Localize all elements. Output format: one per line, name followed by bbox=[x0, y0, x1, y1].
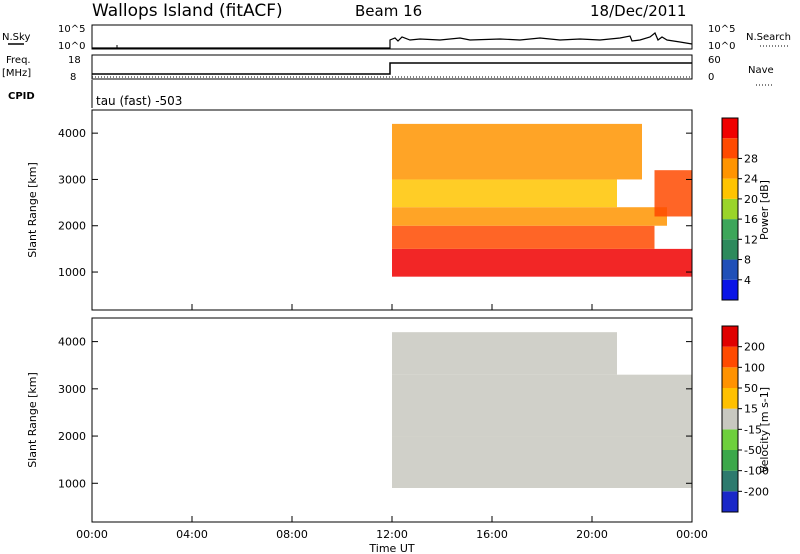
nave-tick-top: 60 bbox=[708, 55, 721, 66]
colorbar-segment bbox=[722, 158, 738, 179]
date-label: 18/Dec/2011 bbox=[590, 2, 686, 20]
colorbar-frame bbox=[721, 325, 739, 513]
colorbar-segment bbox=[722, 450, 738, 471]
ytick-label: 2000 bbox=[58, 220, 86, 233]
freq-unit: [MHz] bbox=[2, 68, 31, 79]
cpid-label: CPID bbox=[8, 91, 35, 102]
xtick-label: 04:00 bbox=[176, 528, 208, 541]
nsky-tick-top: 10^5 bbox=[58, 24, 85, 35]
xtick-label: 00:00 bbox=[76, 528, 108, 541]
colorbar-tick-label: 50 bbox=[744, 382, 758, 395]
velocity-colorbar-label: Velocity [m s-1] bbox=[758, 387, 771, 473]
ytick-label: 4000 bbox=[58, 127, 86, 140]
power-colorbar: 4 8 12 16 20 24 28 bbox=[721, 117, 758, 301]
nsky-label: N.Sky bbox=[2, 32, 30, 43]
colorbar-segment bbox=[722, 279, 738, 300]
xtick-label: 00:00 bbox=[676, 528, 708, 541]
nsky-trace bbox=[92, 32, 693, 49]
ytick-label: 2000 bbox=[58, 430, 86, 443]
colorbar-segment bbox=[722, 138, 738, 159]
colorbar-tick-label: -200 bbox=[744, 485, 769, 498]
power-colorbar-label: Power [dB] bbox=[758, 180, 771, 240]
colorbar-segment bbox=[722, 259, 738, 280]
nsky-tick-bottom: 10^0 bbox=[58, 41, 85, 52]
heatmap-band-1 bbox=[392, 374, 692, 437]
colorbar-tick-label: 100 bbox=[744, 361, 765, 374]
colorbar-tick-label: 200 bbox=[744, 341, 765, 354]
power-yaxis: 1000 2000 3000 4000 bbox=[58, 127, 692, 279]
heatmap-band-1 bbox=[392, 225, 655, 249]
colorbar-tick-label: 20 bbox=[744, 193, 758, 206]
power-ylabel: Slant Range [km] bbox=[26, 162, 39, 258]
beam-label: Beam 16 bbox=[355, 2, 422, 20]
colorbar-tick-label: 15 bbox=[744, 403, 758, 416]
ytick-label: 3000 bbox=[58, 173, 86, 186]
time-axis: 00:00 04:00 08:00 12:00 16:00 20:00 00:00 bbox=[76, 304, 708, 541]
ytick-label: 1000 bbox=[58, 477, 86, 490]
heatmap-band-4 bbox=[392, 123, 642, 180]
freq-tick-top: 18 bbox=[68, 55, 81, 66]
colorbar-tick-label: 12 bbox=[744, 233, 758, 246]
freq-label: Freq. bbox=[6, 55, 31, 66]
xtick-label: 16:00 bbox=[476, 528, 508, 541]
colorbar-segment bbox=[722, 219, 738, 240]
colorbar-segment bbox=[722, 198, 738, 220]
heatmap-band-3 bbox=[392, 179, 617, 208]
velocity-ylabel: Slant Range [km] bbox=[26, 372, 39, 468]
xtick-label: 12:00 bbox=[376, 528, 408, 541]
colorbar-frame bbox=[721, 117, 739, 301]
velocity-colorbar: 200 100 50 15 -15 -50 -100 -200 bbox=[721, 325, 769, 513]
colorbar-tick-label: -15 bbox=[744, 423, 762, 436]
colorbar-tick-label: 24 bbox=[744, 173, 758, 186]
nsky-panel bbox=[91, 24, 693, 50]
colorbar-segment bbox=[722, 239, 738, 260]
nsearch-tick-top: 10^5 bbox=[708, 24, 735, 35]
velocity-yaxis: 1000 2000 3000 4000 bbox=[58, 336, 692, 490]
xlabel: Time UT bbox=[368, 542, 414, 554]
colorbar-segment bbox=[722, 429, 738, 450]
freq-trace bbox=[92, 62, 692, 75]
heatmap-band-2 bbox=[392, 207, 667, 226]
xtick-label: 08:00 bbox=[276, 528, 308, 541]
colorbar-tick-label: -50 bbox=[744, 444, 762, 457]
colorbar-segment bbox=[722, 491, 738, 512]
colorbar-segment bbox=[722, 346, 738, 368]
colorbar-tick-label: 16 bbox=[744, 213, 758, 226]
colorbar-segment bbox=[722, 408, 738, 430]
heatmap-band-2 bbox=[392, 332, 617, 375]
cpid-value: tau (fast) -503 bbox=[96, 94, 182, 108]
colorbar-segment bbox=[722, 388, 738, 409]
heatmap-band-5 bbox=[654, 170, 692, 217]
nsearch-label: N.Search bbox=[746, 32, 791, 43]
ytick-label: 3000 bbox=[58, 383, 86, 396]
freq-panel bbox=[91, 54, 693, 80]
xtick-label: 20:00 bbox=[576, 528, 608, 541]
heatmap-band-0 bbox=[392, 248, 692, 277]
colorbar-segment bbox=[722, 118, 738, 139]
power-heatmap bbox=[392, 123, 692, 277]
colorbar-tick-label: 8 bbox=[744, 254, 751, 267]
nsearch-tick-bottom: 10^0 bbox=[708, 41, 735, 52]
colorbar-segment bbox=[722, 367, 738, 388]
colorbar-tick-label: 4 bbox=[744, 274, 751, 287]
nave-tick-bottom: 0 bbox=[708, 72, 714, 83]
velocity-heatmap bbox=[392, 332, 692, 488]
colorbar-segment bbox=[722, 178, 738, 199]
freq-tick-bottom: 8 bbox=[70, 72, 76, 83]
colorbar-segment bbox=[722, 326, 738, 347]
nave-label: Nave bbox=[748, 65, 774, 76]
heatmap-band-0 bbox=[392, 436, 692, 488]
site-title: Wallops Island (fitACF) bbox=[92, 1, 283, 21]
ytick-label: 1000 bbox=[58, 266, 86, 279]
colorbar-tick-label: 28 bbox=[744, 152, 758, 165]
colorbar-tick-label: -100 bbox=[744, 465, 769, 478]
ytick-label: 4000 bbox=[58, 336, 86, 349]
colorbar-segment bbox=[722, 470, 738, 492]
